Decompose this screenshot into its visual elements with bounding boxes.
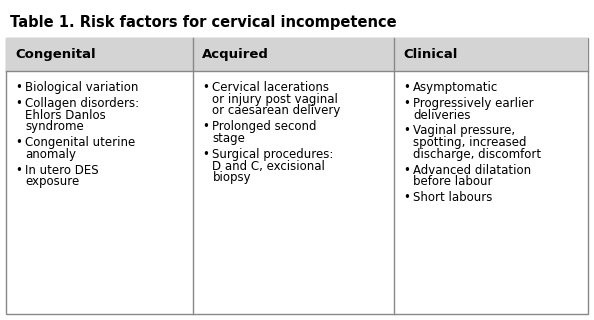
Text: spotting, increased: spotting, increased [413,136,527,149]
Text: •: • [203,81,209,94]
Text: In utero DES: In utero DES [25,164,99,177]
Text: •: • [403,164,410,177]
Text: •: • [15,136,22,149]
Text: •: • [403,81,410,94]
Text: Vaginal pressure,: Vaginal pressure, [413,124,516,137]
Text: •: • [15,97,22,110]
Text: Collagen disorders:: Collagen disorders: [25,97,139,110]
Text: Asymptomatic: Asymptomatic [413,81,498,94]
Text: or injury post vaginal: or injury post vaginal [213,93,338,106]
Bar [6,38,588,314]
Text: Cervical lacerations: Cervical lacerations [213,81,330,94]
Text: discharge, discomfort: discharge, discomfort [413,148,541,161]
Text: D and C, excisional: D and C, excisional [213,160,326,172]
Text: •: • [203,120,209,133]
Text: •: • [15,81,22,94]
Text: Biological variation: Biological variation [25,81,138,94]
Text: Clinical: Clinical [403,48,457,61]
Text: Table 1. Risk factors for cervical incompetence: Table 1. Risk factors for cervical incom… [10,15,397,30]
Text: Congenital: Congenital [15,48,96,61]
Text: Short labours: Short labours [413,191,492,204]
Text: Ehlors Danlos: Ehlors Danlos [25,108,106,122]
Text: Surgical procedures:: Surgical procedures: [213,148,334,161]
Text: Progressively earlier: Progressively earlier [413,97,534,110]
Text: syndrome: syndrome [25,120,84,133]
Text: •: • [203,148,209,161]
Text: anomaly: anomaly [25,148,76,161]
Bar [6,38,588,71]
Text: biopsy: biopsy [213,171,251,184]
Text: deliveries: deliveries [413,108,470,122]
Text: •: • [15,164,22,177]
Text: •: • [403,191,410,204]
Text: Prolonged second: Prolonged second [213,120,317,133]
Text: Congenital uterine: Congenital uterine [25,136,135,149]
Text: •: • [403,124,410,137]
Text: or caesarean delivery: or caesarean delivery [213,104,341,117]
Text: stage: stage [213,132,245,145]
Text: •: • [403,97,410,110]
Text: Acquired: Acquired [203,48,269,61]
Text: exposure: exposure [25,175,79,188]
Text: Advanced dilatation: Advanced dilatation [413,164,531,177]
Text: before labour: before labour [413,175,492,188]
